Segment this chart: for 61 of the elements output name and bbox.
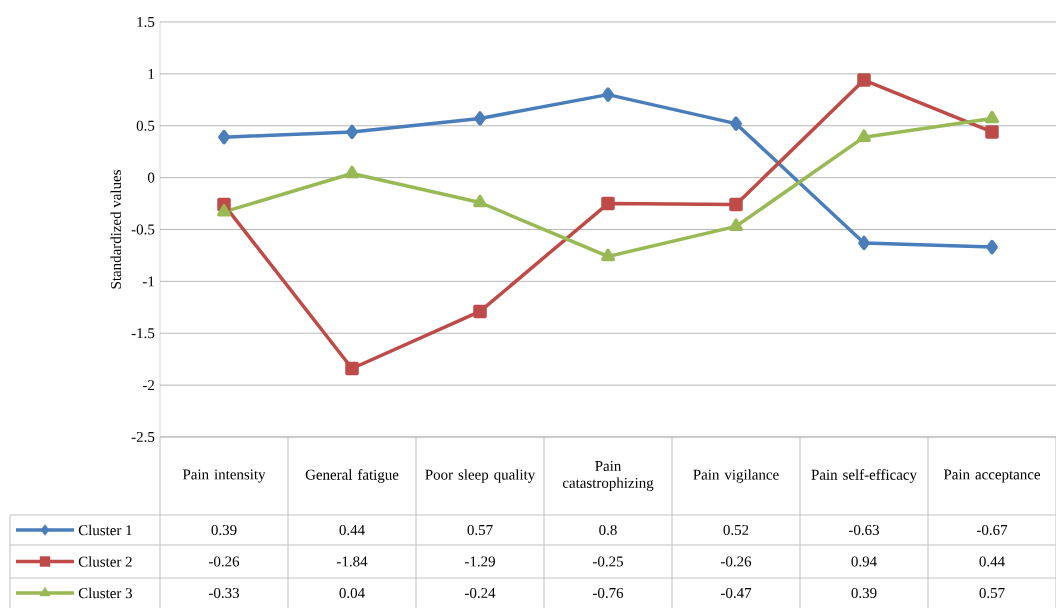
data-label: 0.39 [851,587,877,599]
point [601,196,615,211]
data-label: -1.84 [336,556,368,567]
data-label: 0.39 [211,524,237,536]
data-label: 0.52 [723,524,749,536]
point [345,361,359,376]
point [730,116,742,131]
x-tick-label: Pain vigilance [693,469,779,483]
data-label: -0.63 [848,524,879,536]
legend-label: Cluster 3 [78,587,133,599]
y-tick-label: 0.5 [136,120,155,131]
data-label: 0.57 [467,524,493,536]
point [217,204,231,217]
data-label: 0.8 [599,524,617,536]
data-label: 0.57 [979,587,1005,599]
legend-label: Cluster 1 [78,524,132,536]
point [985,110,999,124]
data-label: -0.26 [720,556,752,567]
point [473,304,487,319]
y-tick-label: 1 [148,68,154,79]
point [858,235,870,251]
data-label: -1.29 [464,556,495,567]
data-label: -0.26 [208,556,240,567]
point [601,248,615,262]
point [345,165,359,179]
data-label: -0.67 [976,524,1008,536]
data-label: 0.44 [339,524,365,536]
point [986,239,998,255]
x-tick-label: General fatigue [305,469,399,483]
data-label: 0.44 [979,556,1005,567]
y-tick-label: -1 [142,276,154,287]
data-label: -0.25 [592,556,623,567]
point [602,87,614,102]
data-label: 0.94 [851,556,877,567]
y-tick-label: 0 [147,172,155,183]
x-tick-label: Pain catastrophizing [562,460,654,492]
data-label: -0.47 [720,587,752,599]
point [474,111,486,126]
point [473,194,487,208]
y-tick-label: -2 [142,380,154,391]
data-label: 0.04 [339,587,365,599]
point [729,218,743,232]
legend-label: Cluster 2 [78,556,132,567]
point [729,197,743,212]
y-tick-label: 1.5 [137,16,155,28]
data-label: -0.76 [592,587,624,599]
point [857,129,871,142]
x-tick-label: Pain self-efficacy [811,469,917,483]
y-tick-label: -1.5 [131,328,155,339]
point [346,124,358,140]
point [857,73,871,87]
y-axis-title: Standardized values [110,170,122,289]
y-tick-label: -2.5 [131,431,155,443]
data-label: -0.33 [208,587,239,599]
point [218,129,230,145]
x-tick-label: Pain acceptance [943,469,1041,483]
x-tick-label: Pain intensity [182,469,266,483]
y-tick-label: -0.5 [131,224,155,235]
x-tick-label: Poor sleep quality [425,469,536,483]
data-label: -0.24 [464,587,496,599]
point [985,125,999,139]
